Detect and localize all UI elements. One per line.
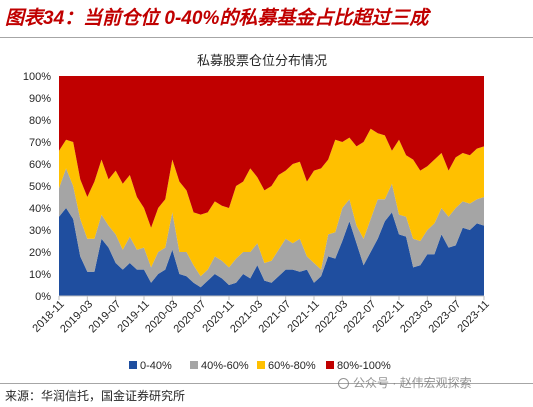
y-tick-label: 70% bbox=[29, 137, 51, 149]
area-80-100 bbox=[59, 76, 484, 228]
watermark-logo-icon bbox=[338, 377, 349, 389]
y-tick-label: 90% bbox=[29, 93, 51, 105]
legend-item-60-80: 60%-80% bbox=[257, 360, 316, 372]
legend-label-40-60: 40%-60% bbox=[201, 360, 249, 372]
legend-label-60-80: 60%-80% bbox=[268, 360, 316, 372]
legend-label-0-40: 0-40% bbox=[140, 360, 172, 372]
y-tick-label: 100% bbox=[23, 71, 51, 83]
y-axis: 0% 10% 20% 30% 40% 50% 60% 70% 80% 90% 100% bbox=[23, 71, 51, 303]
figure-heading: 图表34：当前仓位 0-40%的私募基金占比超过三成 bbox=[5, 8, 429, 29]
source-divider bbox=[0, 383, 533, 384]
y-tick-label: 30% bbox=[29, 225, 51, 237]
heading-divider bbox=[0, 37, 533, 38]
area-40-60 bbox=[59, 168, 484, 288]
legend-swatch-0-40 bbox=[129, 361, 137, 369]
legend-swatch-60-80 bbox=[257, 361, 265, 369]
y-tick-label: 60% bbox=[29, 159, 51, 171]
area-0-40 bbox=[59, 208, 484, 296]
legend-swatch-80-100 bbox=[326, 361, 334, 369]
watermark: 公众号 · 赵伟宏观探索 bbox=[338, 375, 472, 391]
y-tick-label: 0% bbox=[35, 291, 51, 303]
source-note: 来源：华润信托，国金证券研究所 bbox=[5, 389, 186, 403]
y-tick-label: 40% bbox=[29, 203, 51, 215]
plot-areas bbox=[59, 76, 484, 296]
chart-title: 私募股票仓位分布情况 bbox=[197, 53, 327, 68]
legend-item-80-100: 80%-100% bbox=[326, 360, 391, 372]
legend-swatch-40-60 bbox=[190, 361, 198, 369]
y-tick-label: 80% bbox=[29, 115, 51, 127]
x-axis: 2018-112019-032019-072019-112020-032020-… bbox=[30, 296, 492, 335]
legend: 0-40% 40%-60% 60%-80% 80%-100% bbox=[129, 360, 391, 372]
legend-label-80-100: 80%-100% bbox=[337, 360, 391, 372]
x-tick-label: 2023-11 bbox=[455, 298, 491, 334]
watermark-text: 公众号 · 赵伟宏观探索 bbox=[353, 376, 472, 390]
legend-item-0-40: 0-40% bbox=[129, 360, 172, 372]
y-tick-label: 20% bbox=[29, 247, 51, 259]
y-tick-label: 50% bbox=[29, 181, 51, 193]
legend-item-40-60: 40%-60% bbox=[190, 360, 249, 372]
y-tick-label: 10% bbox=[29, 269, 51, 281]
area-60-80 bbox=[59, 128, 484, 277]
